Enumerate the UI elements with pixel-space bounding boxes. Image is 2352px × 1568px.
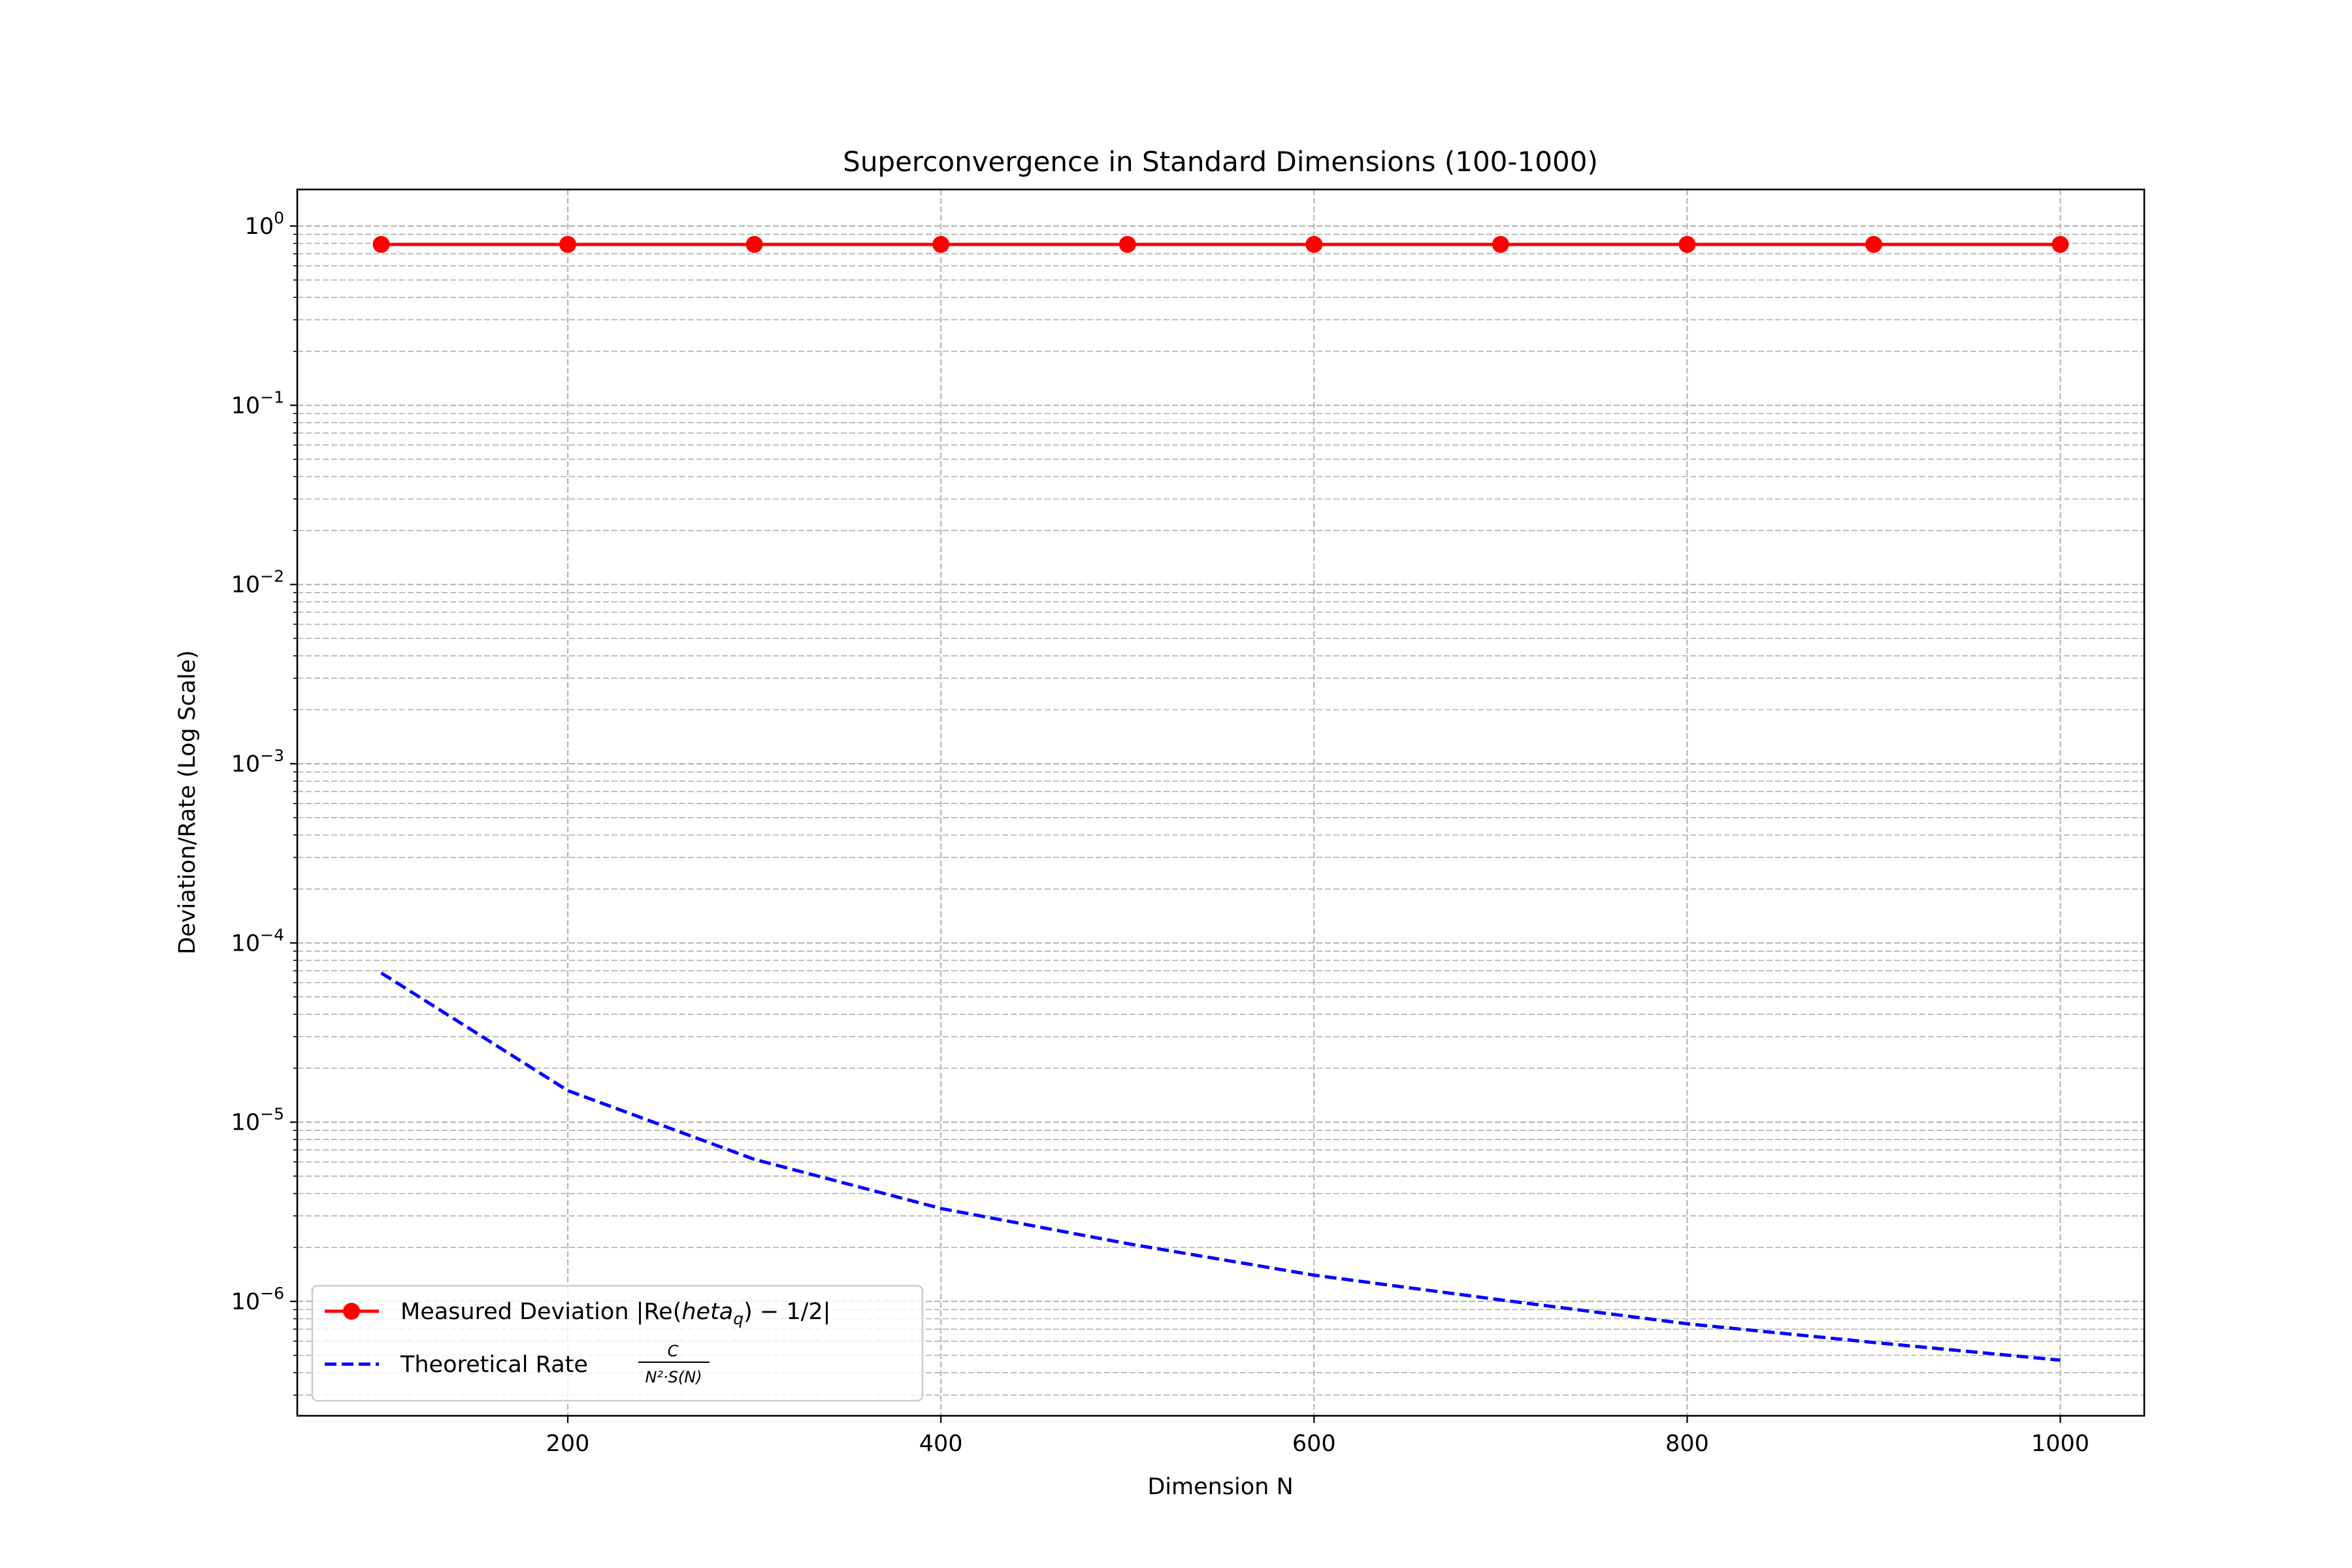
y-axis-label: Deviation/Rate (Log Scale) <box>174 650 201 955</box>
y-tick-label-base: 10 <box>231 930 261 956</box>
y-tick-label: 10−3 <box>231 746 284 777</box>
y-tick-label-base: 10 <box>231 1110 261 1136</box>
data-point-measured <box>1305 236 1323 253</box>
x-tick-label: 800 <box>1665 1431 1709 1457</box>
y-tick-label-base: 10 <box>231 751 261 777</box>
grid <box>297 189 2144 1416</box>
y-tick-label-exponent: −5 <box>260 1105 284 1124</box>
legend-fraction-numerator: C <box>668 1342 679 1360</box>
y-tick-label-base: 10 <box>231 1289 261 1315</box>
data-point-measured <box>2051 236 2069 253</box>
plot-frame <box>296 188 2146 1417</box>
legend-fraction-denominator: N²·S(N) <box>645 1368 702 1386</box>
series-line-theoretical <box>380 972 2061 1362</box>
y-tick-label-base: 10 <box>231 393 261 419</box>
y-tick-label-exponent: 0 <box>274 208 284 227</box>
legend-label-measured-sub: q <box>733 1309 743 1328</box>
tick-layer: 200 400 600 800 100010−610−510−410−310−210−1… <box>231 208 2089 1457</box>
data-point-measured <box>559 236 577 253</box>
y-tick-label-exponent: −1 <box>260 387 284 406</box>
data-point-measured <box>745 236 763 253</box>
y-tick-label-exponent: −2 <box>260 567 284 586</box>
data-point-measured <box>1678 236 1696 253</box>
data-point-measured <box>932 236 950 253</box>
legend-marker-dot-measured <box>343 1303 360 1320</box>
data-point-measured <box>372 236 390 253</box>
y-tick-label: 10−4 <box>231 925 284 956</box>
data-point-measured <box>1492 236 1509 253</box>
x-tick-label: 1000 <box>2031 1431 2089 1457</box>
legend-label-measured: Measured Deviation |Re(hetaq) − 1/2| <box>400 1299 830 1328</box>
y-tick-label-exponent: −3 <box>260 746 284 765</box>
x-tick-label: 400 <box>919 1431 963 1457</box>
legend: Measured Deviation |Re(hetaq) − 1/2| The… <box>311 1284 924 1402</box>
legend-label-theoretical: Theoretical Rate <box>400 1352 588 1378</box>
x-axis-label: Dimension N <box>1147 1474 1293 1500</box>
y-tick-label: 100 <box>245 208 284 240</box>
y-tick-label: 10−6 <box>231 1284 284 1315</box>
y-tick-label-exponent: −6 <box>260 1284 284 1303</box>
legend-label-measured-pre: Measured Deviation |Re( <box>400 1299 681 1325</box>
x-tick-label: 600 <box>1292 1431 1336 1457</box>
y-tick-label: 10−5 <box>231 1105 284 1136</box>
series-layer <box>372 236 2069 1362</box>
x-tick-label: 200 <box>546 1431 590 1457</box>
y-tick-label-exponent: −4 <box>260 925 284 944</box>
y-tick-label: 10−1 <box>231 387 284 419</box>
y-tick-label-base: 10 <box>245 214 274 240</box>
y-tick-label: 10−2 <box>231 567 284 598</box>
y-tick-label-base: 10 <box>231 572 261 598</box>
legend-label-measured-post: ) − 1/2| <box>743 1299 830 1325</box>
legend-box <box>311 1284 924 1402</box>
chart-title: Superconvergence in Standard Dimensions … <box>843 146 1598 178</box>
legend-label-measured-italic: heta <box>681 1299 733 1325</box>
data-point-measured <box>1865 236 1882 253</box>
data-point-measured <box>1119 236 1136 253</box>
